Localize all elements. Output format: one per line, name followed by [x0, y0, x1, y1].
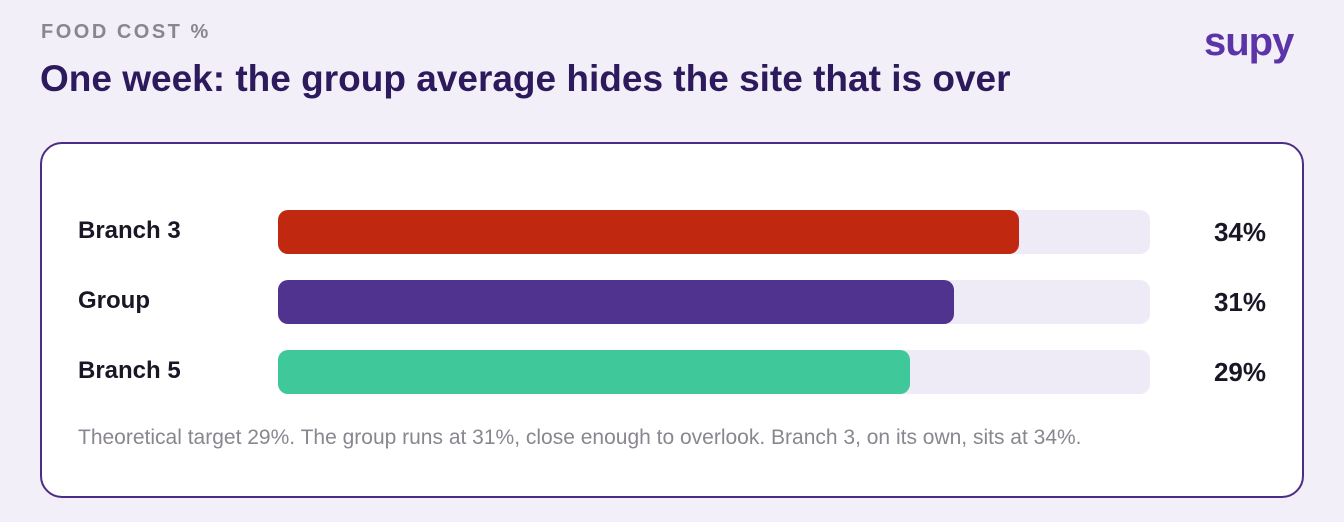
logo: supy — [1204, 20, 1294, 64]
category-label: Branch 5 — [78, 357, 181, 384]
bar — [278, 210, 1020, 254]
category-label: Group — [78, 287, 150, 314]
value-label: 31% — [1213, 287, 1266, 317]
bar — [278, 280, 954, 324]
value-label: 29% — [1213, 357, 1266, 387]
eyebrow: FOOD COST % — [41, 21, 211, 43]
category-label: Branch 3 — [78, 217, 181, 244]
value-label: 34% — [1213, 217, 1266, 247]
bar — [278, 350, 911, 394]
note: Theoretical target 29%. The group runs a… — [78, 426, 1082, 449]
chart-title: One week: the group average hides the si… — [40, 58, 1011, 99]
